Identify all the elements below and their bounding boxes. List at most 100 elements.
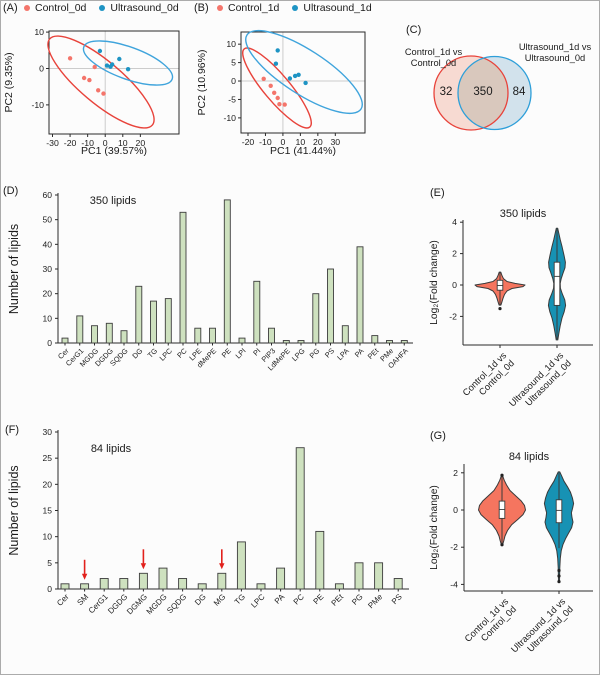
x-tick-label: 20 (136, 138, 146, 148)
bar-PS (327, 268, 334, 344)
bar-SQDG (178, 578, 188, 590)
bar-PS (393, 578, 403, 590)
x-tick-label-PG: PG (308, 346, 322, 360)
bar-LPC (256, 583, 266, 590)
panel-label-g: (G) (430, 430, 446, 442)
panel-label-e: (E) (430, 187, 445, 199)
outlier-point (500, 473, 504, 477)
y-tick-label: 15 (43, 506, 53, 516)
bar-PE (315, 530, 325, 590)
venn-left-label-line2: Control_0d (410, 58, 457, 68)
panel-label-d: (D) (3, 185, 19, 197)
y-tick-label: -2 (450, 542, 458, 552)
violin-chart-violinE: 4 2 0 -2 Control_1d vsControl_0dUltrasound_1… (429, 208, 593, 409)
y-tick-label: 5 (47, 558, 52, 568)
y-axis-title: PC2 (9.35%) (3, 52, 15, 112)
legend-item: Control_0d (24, 2, 86, 14)
x-tick-label: -10 (259, 137, 272, 147)
legend-panel-a: Control_0d Ultrasound_0d (24, 2, 187, 14)
venn-right-label-line1: Ultrasound_1d vs (518, 42, 592, 52)
y-tick-label: -5 (228, 94, 236, 104)
bar-Cer (61, 337, 69, 344)
bar-SM (80, 583, 90, 590)
y-axis-title: Log₂(Fold change) (429, 485, 440, 570)
x-tick-label: 0 (280, 137, 285, 147)
confidence-ellipse (242, 47, 312, 129)
legend-item: Ultrasound_0d (99, 2, 179, 14)
point-Ultrasound_1d (275, 48, 280, 53)
bar-LPC (164, 298, 172, 344)
y-tick-label: 60 (43, 190, 53, 200)
y-tick-label: 20 (43, 479, 53, 489)
legend-label: Control_1d (228, 2, 280, 14)
bar-DG (135, 285, 143, 344)
bar-PC (295, 447, 305, 590)
bar-LPE (194, 327, 202, 344)
x-tick-label-PS: PS (323, 346, 336, 359)
venn-right-circle-outline (457, 55, 532, 131)
bar-CerG1 (99, 578, 109, 590)
bar-LdMePE (282, 340, 290, 344)
outlier-point (557, 580, 561, 584)
y-tick-label: 25 (43, 453, 53, 463)
x-tick-label-PI: PI (251, 346, 262, 357)
ultrasound-1d-marker-icon (292, 5, 299, 11)
chart-title: 350 lipids (90, 195, 137, 207)
bar-PA (356, 246, 364, 344)
x-tick-label-LPC: LPC (157, 346, 173, 362)
y-tick-label: -4 (450, 579, 458, 589)
x-tick-label-TG: TG (233, 592, 247, 606)
x-tick-label-SQDG: SQDG (165, 592, 188, 615)
panel-label-c: (C) (406, 24, 422, 36)
legend-label: Ultrasound_1d (303, 2, 372, 14)
venn-left-label: Control_1d vs Control_0d (397, 47, 470, 69)
x-tick-label-Cer: Cer (55, 592, 71, 608)
bar-OAHFA (400, 340, 408, 344)
venn-diagram (433, 55, 532, 131)
point-Control_0d (87, 77, 92, 83)
x-tick-label-TG: TG (146, 346, 160, 360)
venn-overlap-count: 350 (473, 86, 493, 98)
x-tick-label-PE: PE (220, 346, 233, 359)
y-tick-label: 5 (231, 58, 236, 68)
y-tick-label: 0 (231, 76, 236, 86)
y-tick-label: 30 (43, 264, 53, 274)
x-tick-label-DGMG: DGMG (125, 592, 149, 616)
point-Ultrasound_1d (303, 80, 308, 86)
x-tick-label: -30 (46, 138, 59, 148)
x-tick-label: 30 (330, 137, 340, 147)
y-tick-label: 0 (452, 280, 457, 290)
x-tick-label-MGDG: MGDG (145, 592, 169, 616)
plot-border (48, 30, 180, 135)
x-tick-label-LPC: LPC (249, 592, 267, 610)
bar-MGDG (91, 325, 98, 344)
y-tick-label: -2 (449, 311, 457, 321)
bar-PI (253, 280, 261, 344)
control-1d-marker-icon (217, 5, 223, 11)
venn-left-count: 32 (439, 86, 453, 98)
venn-right-label-line2: Ultrasound_0d (524, 53, 586, 63)
y-tick-label: 2 (452, 249, 457, 259)
bar-PA (276, 567, 286, 590)
point-Control_0d (81, 75, 87, 81)
legend-label: Control_0d (35, 2, 87, 14)
confidence-ellipse (47, 35, 155, 129)
x-tick-label: -10 (81, 138, 94, 148)
y-tick-label: 4 (452, 217, 457, 227)
point-Control_1d (282, 102, 287, 107)
bar-DGDG (119, 578, 129, 590)
point-Ultrasound_0d (125, 67, 131, 72)
y-tick-label: 0 (47, 338, 52, 348)
venn-right-count: 84 (512, 86, 526, 98)
x-tick-label: 20 (313, 137, 323, 147)
outlier-point (500, 543, 504, 547)
bar-PE (223, 199, 231, 344)
bar-DGMG (138, 572, 148, 590)
point-Ultrasound_1d (287, 76, 293, 81)
legend-item: Control_1d (217, 2, 279, 14)
legend-panel-b: Control_1d Ultrasound_1d (217, 2, 380, 14)
